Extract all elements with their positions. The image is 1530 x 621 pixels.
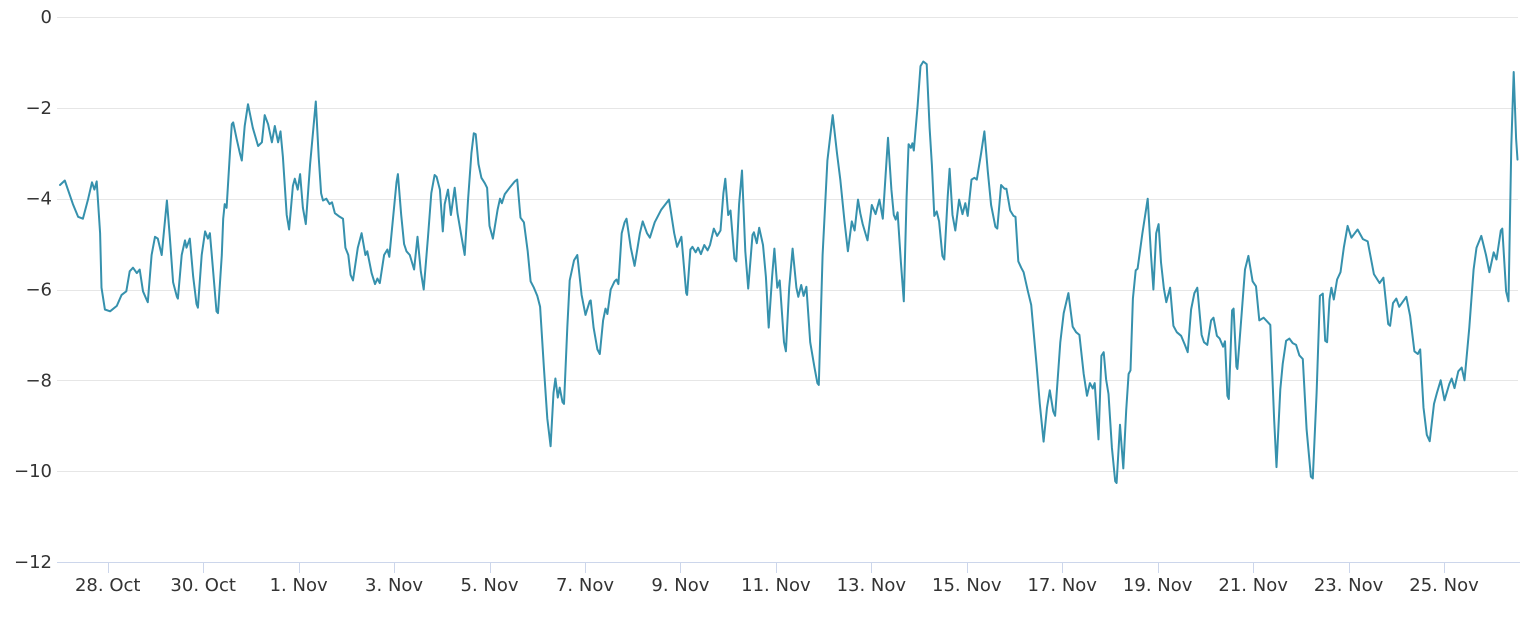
x-axis-label: 21. Nov	[1218, 575, 1288, 596]
y-axis-labels: 0 −2 −4 −6 −8 −10 −12	[14, 7, 52, 573]
x-axis-label: 25. Nov	[1409, 575, 1479, 596]
x-axis-label: 23. Nov	[1314, 575, 1384, 596]
y-axis-label: −4	[25, 189, 52, 210]
x-axis-labels: 28. Oct 30. Oct 1. Nov 3. Nov 5. Nov 7. Nov 9.…	[75, 575, 1479, 596]
x-axis-label: 13. Nov	[837, 575, 907, 596]
y-axis-label: −6	[25, 280, 52, 301]
x-axis-label: 19. Nov	[1123, 575, 1193, 596]
x-axis-label: 9. Nov	[651, 575, 709, 596]
x-axis-label: 15. Nov	[932, 575, 1002, 596]
y-axis-label: 0	[41, 7, 52, 28]
y-axis-label: −2	[25, 98, 52, 119]
x-tick-marks	[108, 563, 1445, 573]
series-group	[59, 60, 1519, 484]
x-axis-label: 1. Nov	[270, 575, 328, 596]
series-line	[59, 60, 1519, 484]
y-axis-label: −12	[14, 552, 52, 573]
y-axis-label: −8	[25, 370, 52, 391]
x-axis-label: 11. Nov	[741, 575, 811, 596]
x-axis-label: 5. Nov	[461, 575, 519, 596]
x-axis-label: 30. Oct	[170, 575, 235, 596]
x-axis-label: 17. Nov	[1027, 575, 1097, 596]
y-axis-label: −10	[14, 461, 52, 482]
x-axis-label: 7. Nov	[556, 575, 614, 596]
x-axis-label: 28. Oct	[75, 575, 140, 596]
y-gridlines	[57, 17, 1518, 472]
x-axis-label: 3. Nov	[365, 575, 423, 596]
